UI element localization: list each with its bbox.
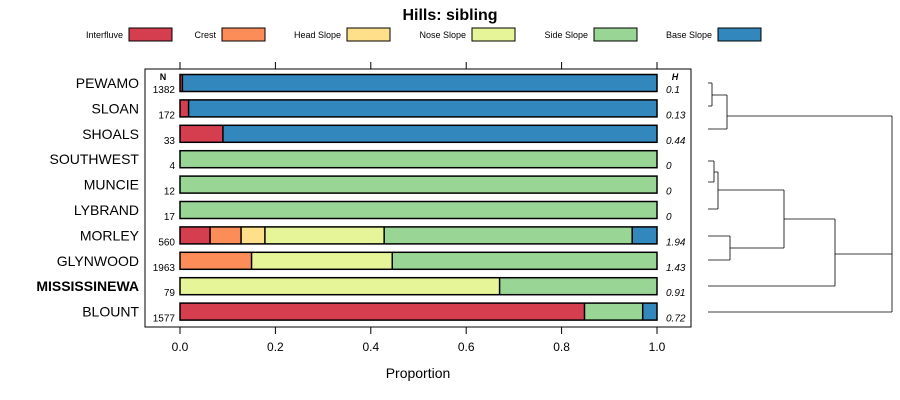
x-tick-label: 0.0 (172, 340, 189, 354)
chart-title: Hills: sibling (402, 7, 497, 24)
legend-swatch (346, 27, 391, 42)
n-value: 4 (169, 161, 175, 172)
legend-swatch (717, 27, 762, 42)
h-value: 0.91 (666, 288, 685, 299)
bar-segment (180, 201, 657, 219)
dendrogram-branch (708, 160, 784, 210)
bar-segment (180, 125, 223, 143)
x-tick-label: 1.0 (649, 340, 666, 354)
x-axis-label: Proportion (386, 365, 451, 381)
bar-segment (188, 99, 657, 117)
x-tick-label: 0.2 (267, 340, 284, 354)
bar-segment (642, 303, 657, 321)
legend-swatch (221, 27, 266, 42)
bar-segment (632, 226, 657, 244)
row-labels: PEWAMO 1382 0.1 SLOAN 172 0.13 SHOALS 33 0.44 SOU… (36, 75, 686, 325)
legend: Interfluve Crest Head Slope Nose Slope Side … (86, 27, 762, 42)
n-header: N (160, 72, 167, 82)
x-axis: 0.0 0.2 0.4 0.6 0.8 1.0 (172, 327, 666, 354)
bar-outline (179, 302, 658, 321)
dendrogram-branch (708, 82, 728, 130)
row-label: GLYNWOOD (57, 253, 139, 269)
h-value: 0.44 (666, 136, 686, 147)
bar-outline (179, 99, 658, 118)
bar-segment (180, 176, 657, 194)
row-label: SLOAN (92, 100, 139, 116)
bar-outline (179, 276, 658, 296)
dendrogram-branch (708, 115, 893, 313)
bar-segment (180, 252, 252, 270)
row-label: MORLEY (80, 227, 140, 243)
legend-swatch (128, 27, 173, 42)
n-value: 1382 (153, 85, 176, 96)
bar-segment (180, 99, 189, 117)
dendrogram (708, 82, 893, 313)
h-value: 0.13 (666, 110, 686, 121)
bar-outline (179, 251, 658, 271)
h-value: 0 (666, 161, 672, 172)
bar-segment (182, 74, 657, 92)
bar-segment (584, 303, 643, 321)
legend-label: Crest (194, 30, 216, 40)
bar-segment (222, 125, 657, 143)
bar-segment (180, 74, 183, 92)
bar-segment (210, 226, 242, 244)
top-axis-ticks (179, 62, 658, 69)
h-value: 0 (666, 212, 672, 223)
legend-label: Nose Slope (419, 30, 466, 40)
bar-outline (179, 124, 658, 144)
x-tick-label: 0.4 (362, 340, 379, 354)
n-value: 12 (164, 187, 176, 198)
bar-segment (180, 277, 500, 295)
n-value: 1577 (153, 314, 176, 325)
legend-swatch (471, 27, 516, 42)
bar-segment (180, 150, 657, 168)
bar-outline (179, 175, 658, 194)
bar-segment (392, 252, 657, 270)
h-value: 0.72 (666, 314, 686, 325)
h-header: H (672, 72, 679, 82)
row-label: PEWAMO (76, 75, 139, 91)
bar-outline (179, 226, 658, 245)
plot-frame (144, 68, 692, 328)
bars (179, 73, 658, 321)
legend-label: Head Slope (294, 30, 341, 40)
h-value: 1.43 (666, 263, 686, 274)
n-value: 1963 (153, 263, 176, 274)
n-value: 560 (158, 237, 175, 248)
legend-label: Base Slope (666, 30, 712, 40)
n-value: 17 (164, 212, 176, 223)
row-label: MUNCIE (84, 177, 139, 193)
x-tick-label: 0.8 (553, 340, 570, 354)
row-label: SOUTHWEST (50, 151, 140, 167)
bar-segment (264, 226, 385, 244)
bar-segment (499, 277, 657, 295)
row-label: BLOUNT (82, 304, 139, 320)
h-value: 1.94 (666, 237, 686, 248)
bar-outline (179, 73, 658, 93)
h-value: 0 (666, 187, 672, 198)
legend-label: Side Slope (544, 30, 588, 40)
n-value: 172 (158, 110, 175, 121)
n-value: 79 (164, 288, 176, 299)
dendrogram-branch (708, 219, 892, 287)
bar-segment (180, 303, 585, 321)
dendrogram-branch (708, 190, 835, 261)
bar-outline (179, 149, 658, 169)
bar-outline (179, 200, 658, 220)
legend-label: Interfluve (86, 30, 123, 40)
bar-segment (384, 226, 633, 244)
bar-segment (241, 226, 265, 244)
row-label: LYBRAND (74, 202, 139, 218)
h-value: 0.1 (666, 85, 680, 96)
row-label: MISSISSINEWA (36, 278, 139, 294)
bar-segment (180, 226, 211, 244)
legend-swatch (593, 27, 638, 42)
bar-segment (251, 252, 393, 270)
n-value: 33 (164, 136, 176, 147)
row-label: SHOALS (82, 126, 139, 142)
x-tick-label: 0.6 (458, 340, 475, 354)
